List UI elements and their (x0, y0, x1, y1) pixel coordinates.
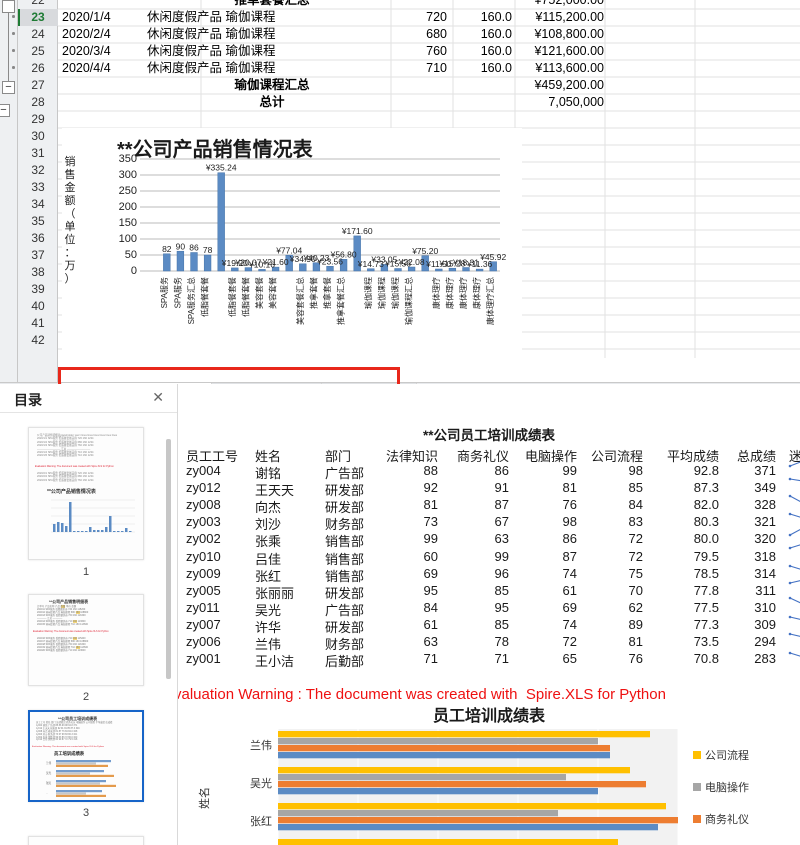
svg-text:¥171.60: ¥171.60 (341, 226, 373, 236)
svg-text:推拿套餐汇总: 推拿套餐汇总 (336, 277, 346, 325)
svg-text:推拿套餐: 推拿套餐 (322, 277, 332, 309)
svg-text:康体理疗: 康体理疗 (444, 277, 454, 309)
svg-text:瑜伽课程: 瑜伽课程 (363, 277, 373, 309)
svg-text:低脂餐套餐: 低脂餐套餐 (227, 277, 237, 317)
svg-text:康体理疗汇总: 康体理疗汇总 (485, 277, 495, 325)
svg-text:90: 90 (176, 241, 186, 251)
svg-text:SPA服务: SPA服务 (159, 277, 169, 308)
svg-text:82: 82 (162, 244, 172, 254)
svg-text:¥335.24: ¥335.24 (205, 163, 237, 173)
svg-text:低脂餐套餐: 低脂餐套餐 (200, 277, 210, 317)
svg-text:瑜伽课程: 瑜伽课程 (376, 277, 386, 309)
svg-text:300: 300 (119, 169, 137, 181)
svg-text:姓名: 姓名 (198, 787, 211, 809)
svg-text:..: .. (46, 792, 48, 795)
svg-text:康体理疗: 康体理疗 (458, 277, 468, 309)
svg-text:¥22.08: ¥22.08 (398, 257, 425, 267)
svg-text:低脂餐套餐: 低脂餐套餐 (240, 277, 250, 317)
svg-text:150: 150 (119, 217, 137, 229)
svg-text:康体理疗: 康体理疗 (431, 277, 441, 309)
svg-text:美容套餐: 美容套餐 (254, 277, 264, 309)
svg-text:SPA服务: SPA服务 (172, 277, 182, 308)
svg-text:美容套餐: 美容套餐 (268, 277, 278, 309)
svg-text:兰伟: 兰伟 (250, 739, 272, 752)
svg-text:¥21.60: ¥21.60 (262, 257, 289, 267)
svg-text:吴光: 吴光 (46, 771, 52, 775)
svg-text:兰伟: 兰伟 (46, 761, 52, 765)
svg-text:¥45.92: ¥45.92 (479, 252, 506, 262)
svg-text:78: 78 (203, 245, 213, 255)
svg-text:张红: 张红 (46, 781, 52, 785)
svg-text:¥75.20: ¥75.20 (411, 246, 438, 256)
svg-text:50: 50 (125, 249, 137, 261)
svg-text:250: 250 (119, 185, 137, 197)
svg-text:¥56.80: ¥56.80 (330, 249, 357, 259)
svg-text:SPA服务汇总: SPA服务汇总 (186, 277, 196, 324)
svg-text:350: 350 (119, 153, 137, 165)
svg-text:瑜伽课程: 瑜伽课程 (390, 277, 400, 309)
svg-text:张红: 张红 (250, 815, 272, 828)
svg-text:86: 86 (189, 243, 199, 253)
svg-text:美容套餐汇总: 美容套餐汇总 (295, 277, 305, 325)
svg-text:瑜伽课程汇总: 瑜伽课程汇总 (404, 277, 414, 325)
svg-text:0: 0 (131, 265, 137, 277)
svg-text:100: 100 (119, 233, 137, 245)
svg-text:吴光: 吴光 (250, 776, 272, 790)
svg-text:康体理疗: 康体理疗 (472, 277, 482, 309)
svg-text:200: 200 (119, 201, 137, 213)
svg-text:推拿套餐: 推拿套餐 (308, 277, 318, 309)
